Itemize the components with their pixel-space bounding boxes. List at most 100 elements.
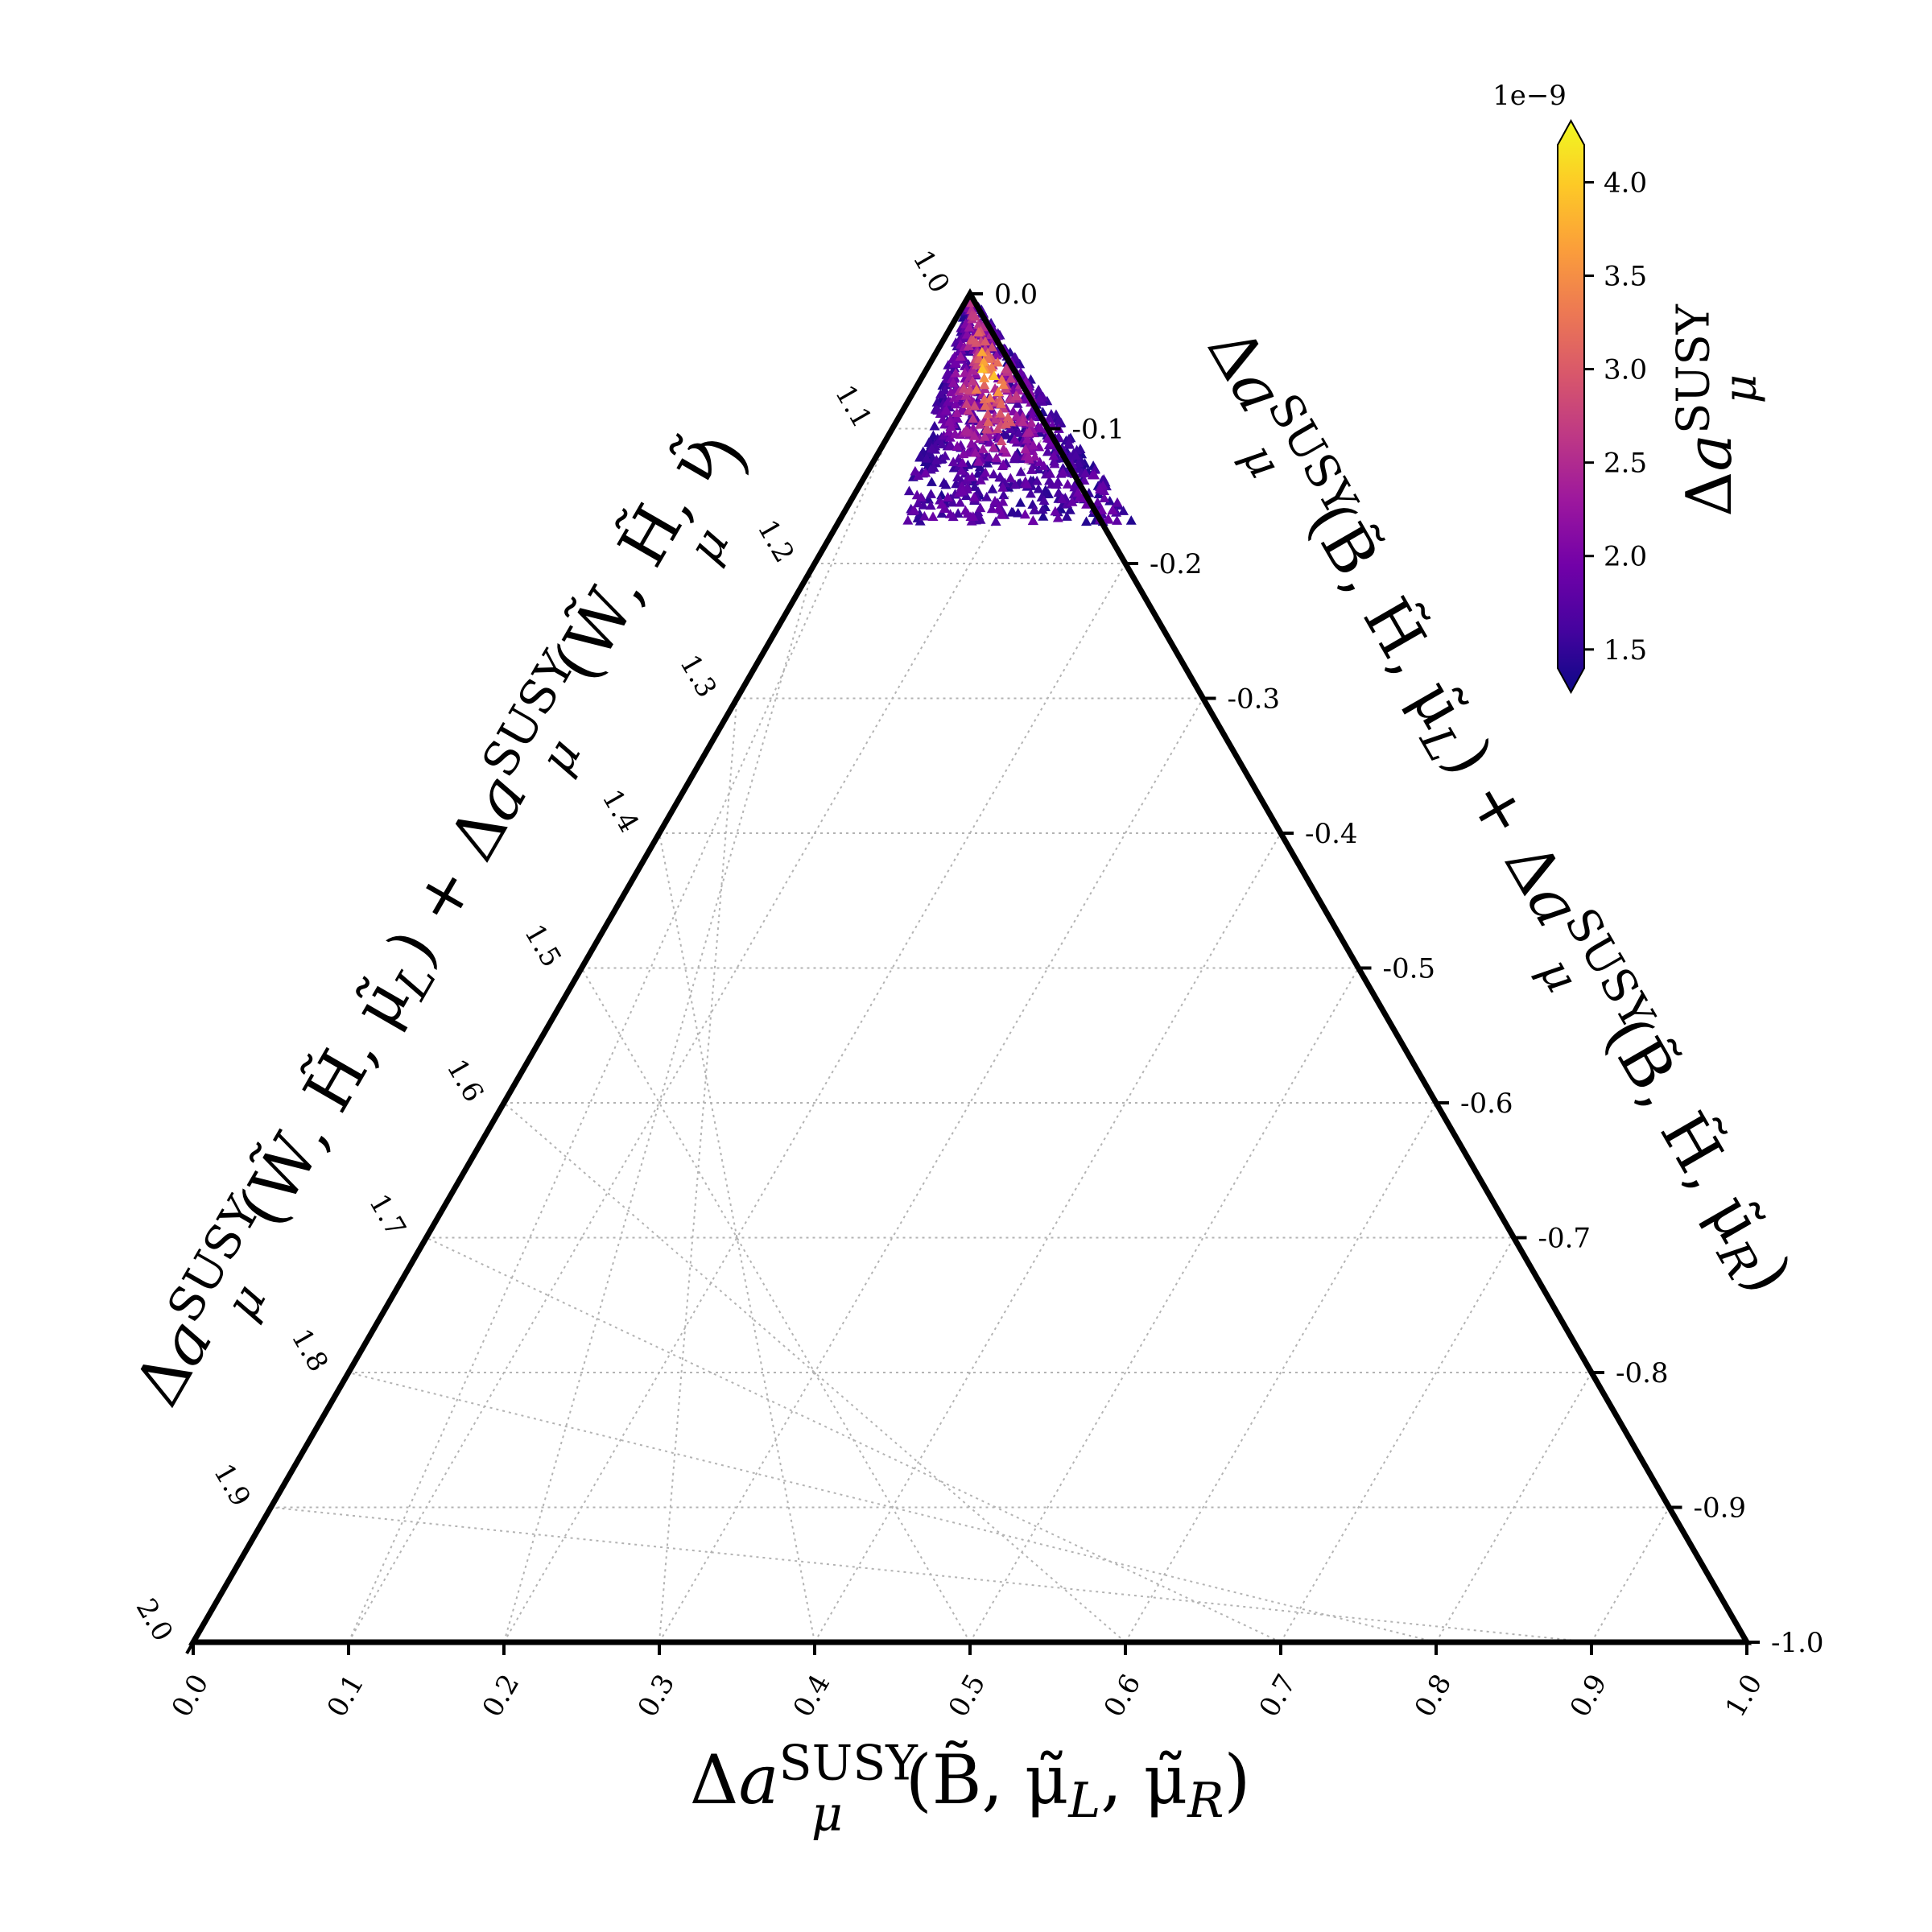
data-point xyxy=(1038,510,1049,521)
bottom-tick-label: 0.1 xyxy=(321,1669,371,1723)
left-tick-label: 1.9 xyxy=(207,1459,257,1513)
data-point xyxy=(1017,416,1028,426)
data-point xyxy=(1034,456,1046,467)
data-point xyxy=(990,516,1001,526)
data-point xyxy=(975,502,986,513)
data-point xyxy=(927,443,938,453)
data-point xyxy=(1002,411,1013,422)
data-point xyxy=(1070,450,1081,460)
data-point xyxy=(989,370,1000,380)
data-point xyxy=(1009,450,1021,460)
data-point xyxy=(1035,423,1046,433)
left-tick-label: 1.0 xyxy=(906,245,956,299)
data-point xyxy=(1040,485,1051,494)
data-point xyxy=(942,367,953,378)
data-point xyxy=(978,356,989,366)
data-point xyxy=(968,365,979,375)
data-point xyxy=(951,412,962,423)
data-point xyxy=(947,456,959,467)
right-tick-label: -0.5 xyxy=(1383,953,1436,985)
data-point xyxy=(947,378,959,387)
data-point xyxy=(955,351,966,361)
data-point xyxy=(982,457,993,468)
grid-line xyxy=(1591,1507,1670,1643)
data-point xyxy=(909,505,920,514)
left-tick xyxy=(496,1102,506,1115)
data-point xyxy=(1034,393,1045,402)
data-point xyxy=(982,408,993,419)
data-point xyxy=(1112,497,1123,507)
left-tick xyxy=(962,293,972,306)
data-point xyxy=(964,322,975,332)
data-point xyxy=(1061,511,1072,521)
data-point xyxy=(968,431,980,440)
data-point xyxy=(947,497,958,507)
data-point xyxy=(967,376,978,386)
data-point xyxy=(914,450,926,460)
data-point xyxy=(1096,505,1108,514)
data-point xyxy=(970,311,981,321)
data-point xyxy=(973,327,985,337)
bottom-axis-title: ΔaSUSY μ (B̃, μ̃L, μ̃R) xyxy=(690,1736,1250,1843)
data-point xyxy=(914,515,926,526)
data-point xyxy=(984,452,995,462)
data-point xyxy=(911,489,923,500)
colorbar-tick-label: 4.0 xyxy=(1604,167,1647,199)
data-point xyxy=(912,497,923,508)
data-point xyxy=(997,459,1009,469)
right-tick-label: -0.8 xyxy=(1616,1357,1669,1389)
data-point xyxy=(945,509,956,518)
data-point xyxy=(986,341,997,352)
data-point xyxy=(1005,423,1016,434)
left-tick xyxy=(651,832,661,845)
data-point xyxy=(995,408,1006,418)
data-point xyxy=(952,440,963,451)
data-point xyxy=(968,413,979,423)
right-tick-label: -1.0 xyxy=(1771,1627,1824,1659)
data-point xyxy=(1033,384,1044,394)
data-point xyxy=(974,419,985,429)
left-tick xyxy=(729,697,739,711)
data-point xyxy=(1009,434,1020,444)
data-point xyxy=(1049,458,1060,469)
data-point xyxy=(996,398,1007,408)
grid-line xyxy=(426,1236,1282,1643)
colorbar-tick-label: 3.0 xyxy=(1604,354,1647,386)
left-tick xyxy=(573,967,584,980)
data-point xyxy=(950,367,961,378)
data-point xyxy=(1081,499,1092,509)
data-point xyxy=(925,464,936,474)
grid-line xyxy=(1280,1237,1515,1643)
left-tick-label: 1.2 xyxy=(751,514,801,568)
data-point xyxy=(1045,468,1056,478)
data-point xyxy=(1018,411,1029,422)
left-tick xyxy=(418,1236,428,1250)
left-tick-label: 1.6 xyxy=(440,1054,490,1108)
right-tick-label: -0.9 xyxy=(1694,1492,1747,1525)
data-point xyxy=(1051,479,1062,489)
grid-line xyxy=(348,428,894,1643)
data-point xyxy=(1005,393,1016,403)
data-point xyxy=(1058,467,1069,477)
data-point xyxy=(1112,515,1123,525)
right-tick-label: -0.6 xyxy=(1460,1088,1513,1120)
grid-line xyxy=(580,968,971,1643)
data-point xyxy=(981,491,993,502)
data-point xyxy=(941,404,952,415)
left-tick xyxy=(262,1506,273,1520)
data-point xyxy=(1050,506,1061,516)
data-point xyxy=(1064,505,1075,514)
data-point xyxy=(966,438,977,448)
data-point xyxy=(971,384,982,394)
grid-line xyxy=(658,698,1204,1643)
data-point xyxy=(1118,506,1129,515)
data-point xyxy=(921,452,932,463)
data-point xyxy=(939,450,951,460)
grid-line xyxy=(503,1102,1126,1643)
data-point xyxy=(1022,451,1034,460)
grid-line xyxy=(658,698,738,1643)
colorbar-ticks: 1.5 2.0 2.5 3.0 3.5 4.0 xyxy=(1584,167,1647,667)
data-point xyxy=(936,439,947,448)
data-point xyxy=(976,346,988,357)
data-point xyxy=(919,510,930,521)
